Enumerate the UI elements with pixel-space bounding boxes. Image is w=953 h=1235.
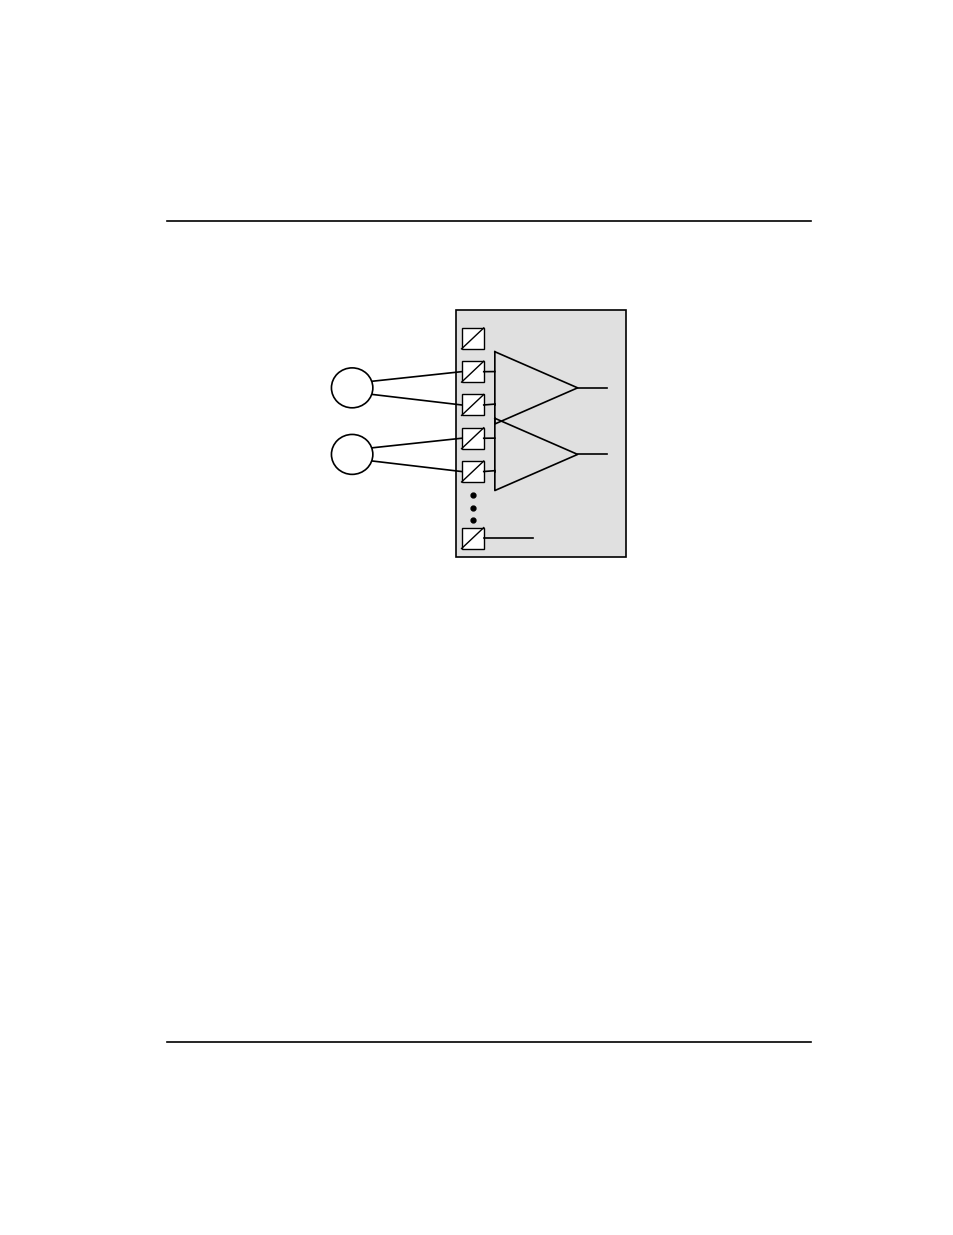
Bar: [461, 329, 483, 348]
Bar: [461, 427, 483, 448]
Bar: [461, 394, 483, 415]
Bar: [456, 310, 625, 557]
Bar: [461, 527, 483, 548]
Ellipse shape: [331, 368, 373, 408]
Bar: [461, 461, 483, 482]
Ellipse shape: [331, 435, 373, 474]
Bar: [461, 361, 483, 382]
